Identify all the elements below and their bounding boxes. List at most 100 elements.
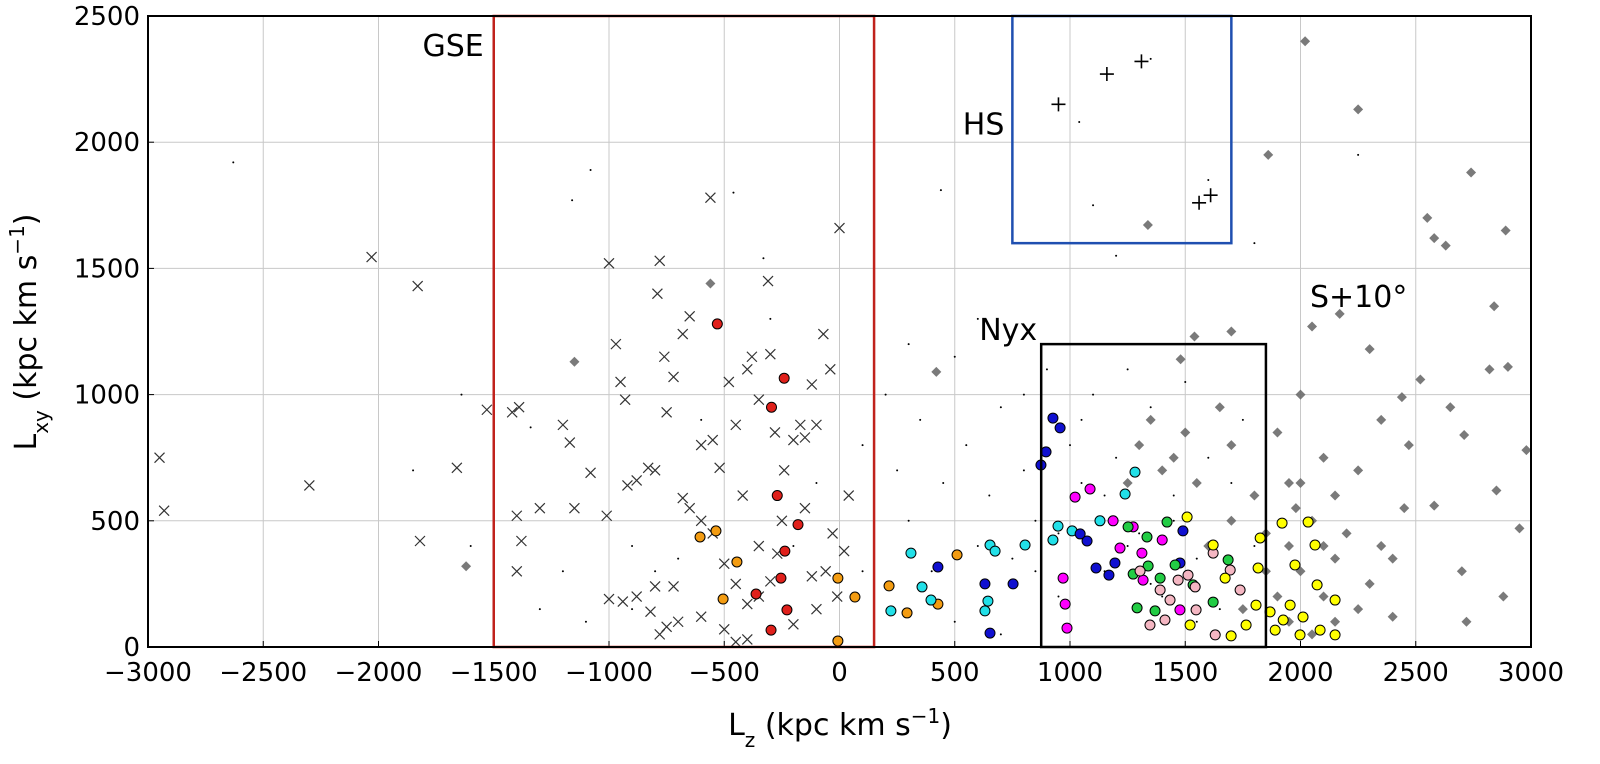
point bbox=[303, 480, 315, 491]
point bbox=[1115, 254, 1118, 257]
point bbox=[718, 623, 730, 635]
point bbox=[1092, 393, 1095, 396]
series bbox=[1051, 54, 1218, 210]
point bbox=[584, 620, 587, 623]
point bbox=[861, 444, 864, 447]
point bbox=[1074, 528, 1086, 540]
point bbox=[942, 481, 945, 484]
point bbox=[741, 598, 753, 610]
point bbox=[1045, 368, 1048, 371]
point bbox=[1141, 531, 1153, 543]
x-tick-label: 0 bbox=[831, 658, 848, 688]
series bbox=[932, 412, 1189, 639]
point bbox=[1364, 344, 1375, 355]
point bbox=[901, 607, 913, 619]
point bbox=[1277, 614, 1289, 626]
point bbox=[1156, 534, 1168, 546]
point bbox=[1307, 321, 1318, 332]
point bbox=[939, 189, 942, 192]
point bbox=[787, 618, 799, 630]
point bbox=[1461, 616, 1472, 627]
y-tick-label: 0 bbox=[123, 633, 140, 663]
point bbox=[799, 432, 811, 443]
point bbox=[649, 464, 661, 476]
point bbox=[1078, 121, 1081, 124]
point bbox=[684, 502, 696, 514]
point bbox=[1189, 331, 1200, 342]
point bbox=[711, 318, 723, 330]
point bbox=[1172, 494, 1175, 497]
axis-label-part: L bbox=[9, 434, 44, 451]
point bbox=[1224, 564, 1236, 576]
point bbox=[631, 608, 634, 611]
x-tick-label: −500 bbox=[689, 658, 760, 688]
point bbox=[1180, 427, 1191, 438]
point bbox=[1195, 557, 1198, 560]
point bbox=[1169, 559, 1181, 571]
point bbox=[778, 372, 790, 384]
point bbox=[1182, 569, 1194, 581]
point bbox=[1230, 481, 1233, 484]
point bbox=[714, 462, 726, 474]
point bbox=[677, 492, 689, 504]
point bbox=[1254, 532, 1266, 544]
point bbox=[1263, 149, 1274, 160]
point bbox=[766, 401, 778, 413]
annotation: S+10° bbox=[1310, 280, 1407, 315]
x-tick-label: 3000 bbox=[1498, 658, 1564, 688]
point bbox=[412, 469, 415, 472]
point bbox=[1353, 465, 1364, 476]
region-label: HS bbox=[963, 108, 1005, 143]
point bbox=[1276, 517, 1288, 529]
point bbox=[778, 464, 790, 476]
x-tick-label: −3000 bbox=[104, 658, 192, 688]
point bbox=[1019, 539, 1031, 551]
point bbox=[684, 310, 696, 322]
point bbox=[511, 510, 523, 522]
point bbox=[651, 288, 663, 300]
point bbox=[1330, 490, 1341, 501]
point bbox=[538, 608, 541, 611]
point bbox=[1269, 624, 1281, 636]
axis-label-part: (kpc km s bbox=[755, 708, 910, 743]
point bbox=[1289, 559, 1301, 571]
point bbox=[806, 379, 818, 390]
point bbox=[695, 439, 707, 451]
point bbox=[1190, 604, 1202, 616]
point bbox=[730, 578, 742, 590]
point bbox=[654, 570, 657, 573]
point bbox=[1237, 604, 1248, 615]
point bbox=[1103, 494, 1106, 497]
point bbox=[1207, 179, 1210, 182]
axis-label-part: ) bbox=[940, 708, 952, 743]
point bbox=[765, 624, 777, 636]
point bbox=[1192, 195, 1207, 210]
point bbox=[1134, 54, 1149, 69]
point bbox=[792, 519, 804, 531]
point bbox=[1168, 452, 1179, 463]
point bbox=[414, 535, 426, 547]
point bbox=[769, 427, 781, 438]
point bbox=[1137, 574, 1149, 586]
point bbox=[817, 328, 829, 340]
point bbox=[931, 366, 942, 377]
point bbox=[779, 545, 791, 557]
point bbox=[1234, 584, 1246, 596]
point bbox=[603, 257, 615, 269]
point bbox=[1318, 452, 1329, 463]
point bbox=[1329, 594, 1341, 606]
point bbox=[1144, 619, 1156, 631]
point bbox=[1399, 503, 1410, 514]
point bbox=[1126, 545, 1129, 548]
point bbox=[1034, 570, 1037, 573]
point bbox=[1314, 624, 1326, 636]
point bbox=[1429, 233, 1440, 244]
point bbox=[1376, 414, 1387, 425]
point bbox=[776, 515, 788, 527]
point bbox=[1521, 445, 1532, 456]
point bbox=[1054, 422, 1066, 434]
point bbox=[953, 620, 956, 623]
point bbox=[589, 168, 592, 171]
point bbox=[654, 255, 666, 267]
point bbox=[1007, 578, 1019, 590]
